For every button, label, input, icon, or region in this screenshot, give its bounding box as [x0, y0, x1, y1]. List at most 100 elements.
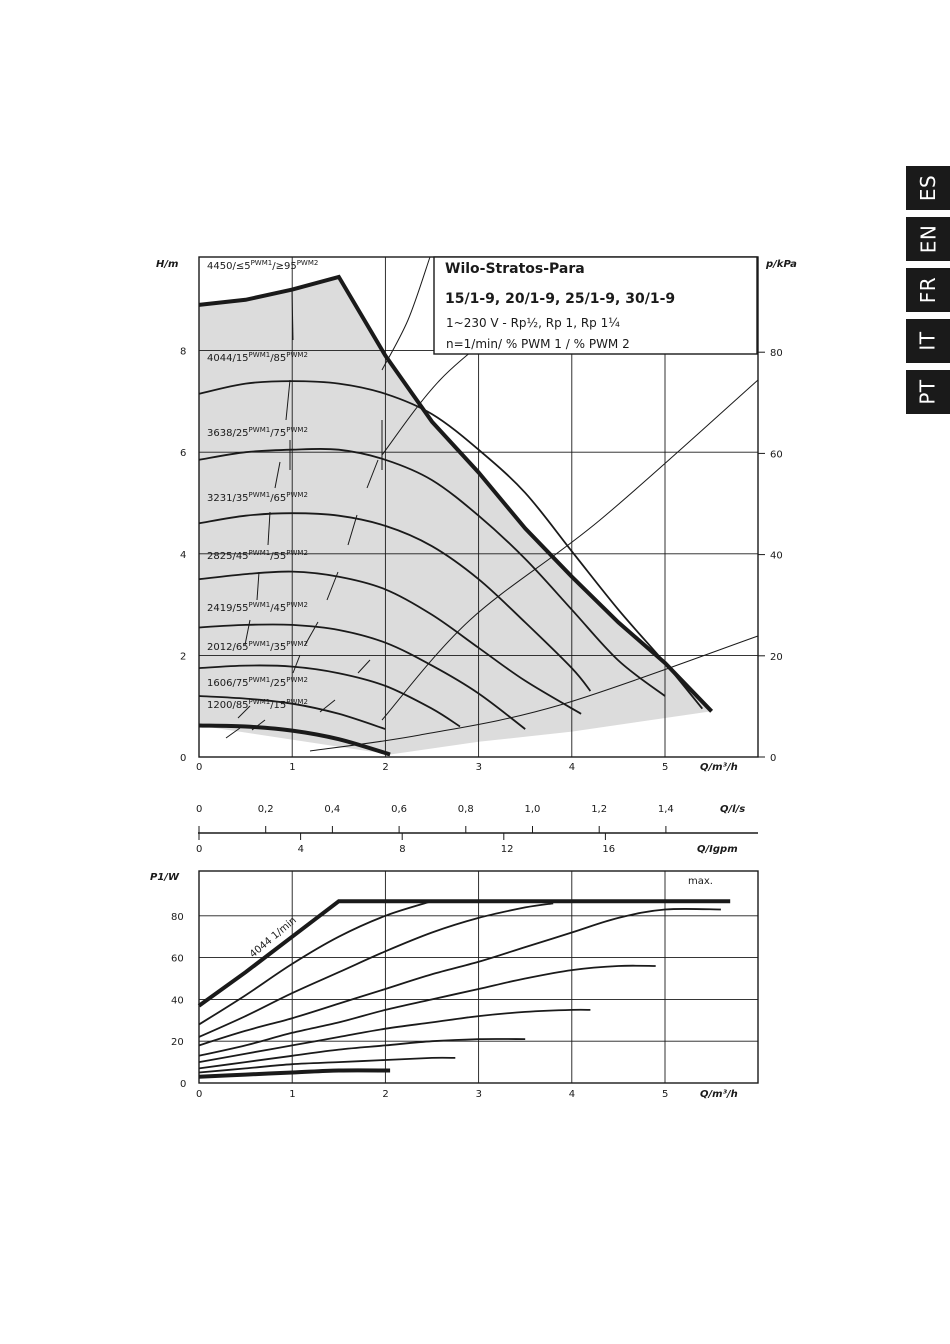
- label-leader: [292, 654, 301, 674]
- ls-tick-label: 0,4: [324, 804, 340, 815]
- power-curve-5: [198, 964, 656, 1057]
- hq-ylabel-right: p/kPa: [765, 259, 797, 270]
- hq-axis-titles: H/m p/kPa Q/m³/h: [156, 259, 797, 773]
- hq-ytick: 2: [180, 651, 186, 662]
- legend-box: Wilo-Stratos-Para 15/1-9, 20/1-9, 25/1-9…: [433, 256, 758, 355]
- lang-tab-fr[interactable]: FR: [906, 268, 950, 312]
- label-leader: [256, 571, 260, 601]
- power-xlabel: Q/m³/h: [700, 1089, 738, 1100]
- hq-ytick-right: 0: [770, 753, 776, 764]
- ls-tick-label: 1,2: [591, 804, 607, 815]
- power-ytick: 40: [171, 995, 184, 1006]
- hq-xtick: 2: [382, 762, 388, 773]
- hq-curve-6: [198, 664, 461, 728]
- operating-range-shade: [199, 276, 712, 755]
- hq-curve-7: [198, 695, 386, 730]
- hq-ytick: 0: [180, 753, 186, 764]
- igpm-tick-label: 8: [399, 844, 405, 855]
- hq-curve-3: [198, 512, 592, 692]
- curve-label-4: 3231/35PWM1/65PWM2: [207, 491, 308, 504]
- label-leader: [274, 461, 281, 489]
- hq-curve-4: [198, 570, 582, 715]
- power-xtick: 1: [289, 1089, 295, 1100]
- legend-models: 15/1-9, 20/1-9, 25/1-9, 30/1-9: [445, 291, 675, 307]
- igpm-xlabel: Q/Igpm: [697, 844, 738, 855]
- lang-tab-it[interactable]: IT: [906, 319, 950, 363]
- hq-ytick: 6: [180, 448, 186, 459]
- hq-curves: [198, 274, 714, 757]
- legend-line1: 1~230 V - Rp½, Rp 1, Rp 1¼: [446, 316, 620, 330]
- hq-xtick: 0: [196, 762, 202, 773]
- system-curve-1: [309, 635, 759, 752]
- ls-tick-label: 0,2: [258, 804, 274, 815]
- hq-xtick: 1: [289, 762, 295, 773]
- power-curve-7: [198, 1038, 526, 1070]
- power-xtick: 3: [476, 1089, 482, 1100]
- label-leader: [347, 514, 358, 546]
- power-xtick: 0: [196, 1089, 202, 1100]
- ls-tick-label: 0,6: [391, 804, 407, 815]
- ls-axis: Q/l/s 0 0,2 0,4 0,6 0,8 1,0 1,2 1,4: [196, 804, 758, 834]
- hq-xlabel: Q/m³/h: [700, 762, 738, 773]
- hq-xtick: 5: [662, 762, 668, 773]
- ls-xlabel: Q/l/s: [720, 804, 745, 815]
- system-curve-2: [381, 379, 759, 721]
- power-xtick: 4: [569, 1089, 575, 1100]
- label-leader: [291, 289, 294, 341]
- hq-xtick: 4: [569, 762, 575, 773]
- igpm-tick-label: 16: [602, 844, 615, 855]
- lang-tab-es[interactable]: ES: [906, 166, 950, 210]
- hq-curve-max: [198, 274, 714, 713]
- lang-tab-en[interactable]: EN: [906, 217, 950, 261]
- power-tick-labels: 0 1 2 3 4 5 0 20 40 60 80: [171, 912, 668, 1100]
- power-curves: [197, 899, 731, 1079]
- ls-tick-label: 0: [196, 804, 202, 815]
- igpm-axis: Q/Igpm 0 4 8 12 16: [196, 833, 738, 855]
- label-leader: [285, 379, 291, 421]
- power-max-label: max.: [688, 876, 713, 887]
- power-ytick: 80: [171, 912, 184, 923]
- label-leader: [357, 659, 371, 674]
- ls-tick-label: 1,4: [658, 804, 674, 815]
- curve-label-7: 2012/65PWM1/35PWM2: [207, 640, 308, 653]
- curve-label-3: 3638/25PWM1/75PWM2: [207, 426, 308, 439]
- ls-tick-label: 0,8: [458, 804, 474, 815]
- power-curve-8: [198, 1056, 456, 1074]
- hq-ytick-right: 40: [770, 551, 783, 562]
- power-axis-titles: P1/W Q/m³/h max. 4044 1/min: [150, 872, 738, 1100]
- legend-line2: n=1/min/ % PWM 1 / % PWM 2: [446, 337, 630, 351]
- hq-ytick-right: 20: [770, 652, 783, 663]
- hq-curve-2: [198, 447, 666, 697]
- igpm-tick-label: 0: [196, 844, 202, 855]
- power-ytick: 20: [171, 1037, 184, 1048]
- hq-curve-5: [198, 623, 526, 730]
- igpm-tick-label: 12: [501, 844, 514, 855]
- power-ylabel: P1/W: [150, 872, 180, 883]
- hq-curve-8: [198, 723, 391, 757]
- power-curve-1: [197, 899, 731, 1008]
- power-curve-3: [198, 902, 554, 1038]
- power-curve-4: [198, 907, 721, 1047]
- label-leader: [304, 621, 319, 646]
- power-xtick: 2: [382, 1089, 388, 1100]
- power-curve-6: [198, 1008, 591, 1063]
- hq-xtick: 3: [476, 762, 482, 773]
- shaded-region: [199, 276, 712, 755]
- hq-ylabel: H/m: [156, 259, 178, 270]
- hq-ytick-right: 80: [770, 348, 783, 359]
- power-curve-9: [198, 1068, 391, 1079]
- curve-label-2: 4044/15PWM1/85PWM2: [207, 351, 308, 364]
- power-curve-2: [198, 900, 433, 1026]
- hq-ytick: 4: [180, 550, 186, 561]
- curve-label-5: 2825/45PWM1/55PWM2: [207, 549, 308, 562]
- curve-label-8: 1606/75PWM1/25PWM2: [207, 676, 308, 689]
- hq-ytick-right: 60: [770, 449, 783, 460]
- hq-ytick: 8: [180, 347, 186, 358]
- lang-tab-pt[interactable]: PT: [906, 370, 950, 414]
- igpm-tick-label: 4: [298, 844, 304, 855]
- power-grid: [198, 870, 759, 1084]
- label-leader: [366, 459, 379, 489]
- hq-curve-1: [198, 380, 703, 710]
- curve-label-9: 1200/85PWM1/15PWM2: [207, 698, 308, 711]
